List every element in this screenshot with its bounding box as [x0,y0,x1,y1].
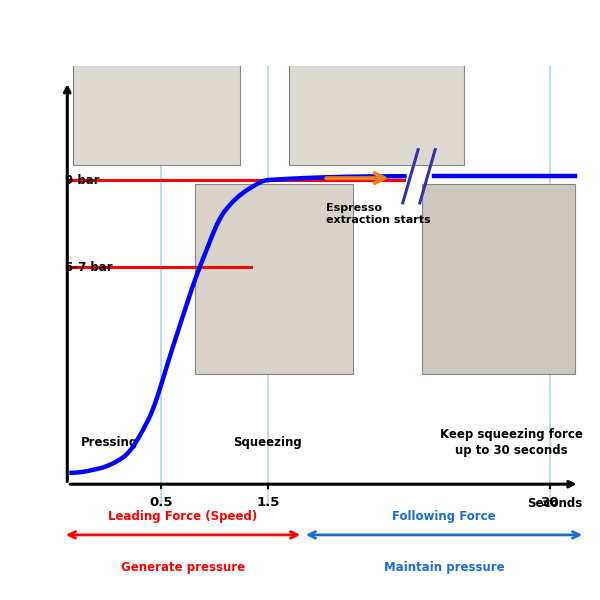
Text: Generate pressure: Generate pressure [121,561,245,574]
Text: 9 bar: 9 bar [65,173,100,187]
Text: Pressure Timing Diagram: Pressure Timing Diagram [42,14,558,49]
Text: Pressing: Pressing [82,436,139,449]
Text: Following Force: Following Force [392,510,496,523]
FancyBboxPatch shape [422,184,575,374]
Text: Leading Force (Speed): Leading Force (Speed) [109,510,257,523]
Text: Squeezing: Squeezing [233,436,302,449]
Text: 0.5: 0.5 [149,496,173,509]
Text: 1.5: 1.5 [256,496,280,509]
Text: Keep squeezing force
up to 30 seconds: Keep squeezing force up to 30 seconds [440,428,583,457]
Text: Maintain pressure: Maintain pressure [383,561,505,574]
Text: Seconds: Seconds [527,497,582,511]
FancyBboxPatch shape [289,0,464,165]
Text: 30: 30 [541,496,559,509]
Text: Espresso
extraction starts: Espresso extraction starts [326,203,431,225]
FancyBboxPatch shape [196,184,353,374]
Text: 6-7 bar: 6-7 bar [65,261,112,274]
FancyBboxPatch shape [73,0,240,165]
